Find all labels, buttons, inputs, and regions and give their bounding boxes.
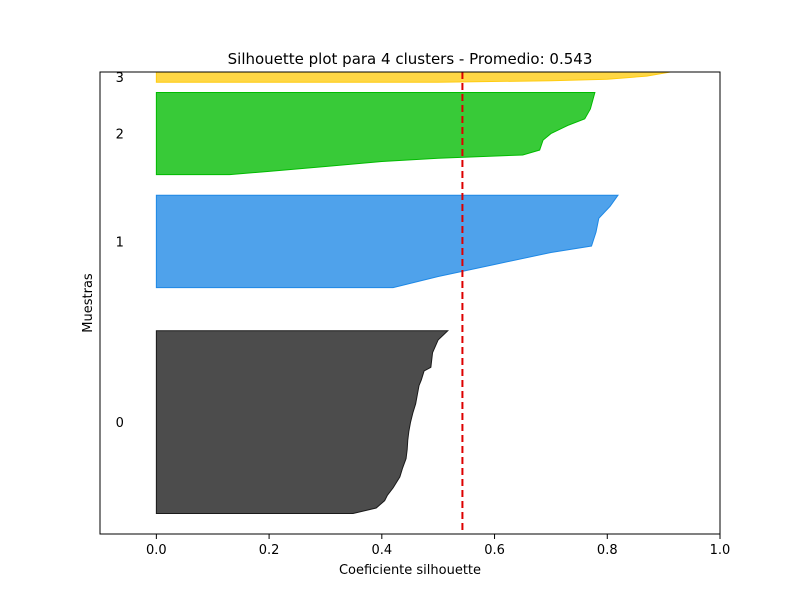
cluster-label-2: 2: [116, 128, 124, 143]
x-axis-label: Coeficiente silhouette: [339, 563, 481, 578]
silhouette-cluster-3: [155, 71, 671, 83]
x-tick-label: 0.0: [146, 543, 167, 558]
cluster-label-1: 1: [116, 235, 124, 250]
cluster-label-0: 0: [116, 416, 124, 431]
x-tick-label: 0.8: [597, 543, 618, 558]
chart-title: Silhouette plot para 4 clusters - Promed…: [228, 50, 593, 68]
cluster-label-3: 3: [116, 71, 124, 86]
silhouette-cluster-2: [155, 92, 596, 176]
x-tick-label: 0.6: [484, 543, 505, 558]
x-axis-ticks: 0.0 0.2 0.4 0.6 0.8 1.0: [146, 534, 730, 558]
silhouette-cluster-0: [155, 330, 450, 514]
x-tick-label: 0.2: [259, 543, 280, 558]
x-tick-label: 0.4: [371, 543, 392, 558]
x-tick-label: 1.0: [710, 543, 731, 558]
y-axis-label: Muestras: [81, 273, 96, 333]
axes-frame: [99, 71, 721, 535]
plot-area: 0 1 2 3: [116, 71, 671, 534]
silhouette-cluster-1: [155, 194, 619, 289]
